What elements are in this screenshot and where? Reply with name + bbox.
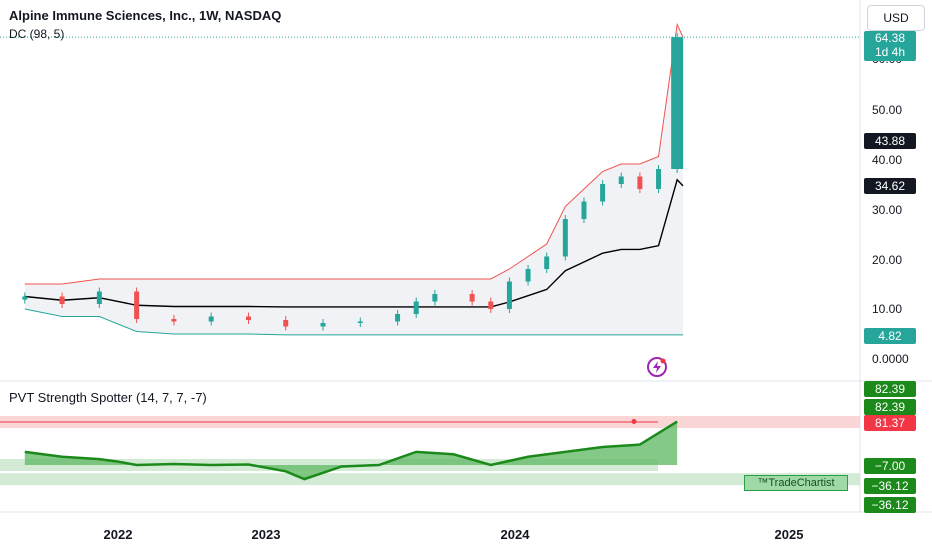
price-tick: 40.00 — [872, 153, 903, 167]
osc-badge: 81.37 — [864, 415, 916, 431]
candle-body — [488, 301, 494, 309]
osc-badge: 82.39 — [864, 399, 916, 415]
candle-body — [562, 219, 568, 257]
candle-body — [637, 176, 643, 189]
lightning-icon[interactable] — [646, 356, 668, 378]
candle-body — [413, 301, 419, 314]
middle-band-line — [24, 178, 684, 308]
candle-body — [469, 294, 475, 302]
oscillator-title: PVT Strength Spotter (14, 7, 7, -7) — [9, 390, 207, 405]
osc-marker — [631, 419, 637, 425]
price-tick: 30.00 — [872, 203, 903, 217]
countdown-value: 1d 4h — [874, 45, 906, 59]
channel-fill — [24, 24, 684, 335]
middle-band-badge: 34.62 — [864, 178, 916, 194]
candle-body — [506, 281, 512, 309]
candle-body — [96, 291, 102, 304]
upper-band-line — [24, 22, 684, 285]
time-tick: 2022 — [103, 527, 133, 542]
price-tick: 10.00 — [872, 302, 903, 316]
candle-body — [618, 176, 624, 184]
candle-body — [432, 294, 438, 302]
candle-body — [59, 296, 65, 304]
symbol-title: Alpine Immune Sciences, Inc., 1W, NASDAQ — [9, 8, 282, 23]
candle-body — [134, 291, 140, 319]
candle-body — [581, 201, 587, 219]
osc-badge: −7.00 — [864, 458, 916, 474]
candle-body — [525, 269, 531, 282]
lower-band-line — [24, 308, 683, 336]
candle-body — [544, 256, 550, 269]
time-tick: 2023 — [251, 527, 281, 542]
osc-line — [24, 420, 678, 481]
last-price-value: 64.38 — [874, 31, 906, 45]
osc-badge: −36.12 — [864, 478, 916, 494]
price-tick: 0.0000 — [872, 352, 909, 366]
watermark-text: TradeChartist — [768, 477, 835, 489]
time-tick: 2024 — [500, 527, 530, 542]
last-price-badge: 64.38 1d 4h — [864, 31, 916, 61]
tradechartist-watermark: ™TradeChartist — [744, 475, 848, 491]
indicator-label: DC (98, 5) — [9, 27, 65, 41]
osc-lower-zone — [0, 473, 860, 486]
price-tick: 20.00 — [872, 253, 903, 267]
candle-body — [671, 37, 684, 169]
time-tick: 2025 — [774, 527, 804, 542]
price-tick: 50.00 — [872, 103, 903, 117]
candle-body — [357, 321, 363, 323]
candle-body — [600, 184, 606, 202]
lower-band-badge: 4.82 — [864, 328, 916, 344]
candle-body — [22, 296, 28, 300]
candle-body — [245, 316, 251, 320]
candle-body — [171, 319, 177, 322]
candle-body — [208, 316, 214, 322]
candle-body — [656, 169, 662, 189]
currency-button[interactable]: USD — [867, 5, 925, 31]
candle-body — [320, 323, 326, 327]
upper-band-badge: 43.88 — [864, 133, 916, 149]
osc-badge: −36.12 — [864, 497, 916, 513]
candle-body — [283, 320, 289, 327]
candle-body — [395, 314, 401, 322]
osc-badge: 82.39 — [864, 381, 916, 397]
